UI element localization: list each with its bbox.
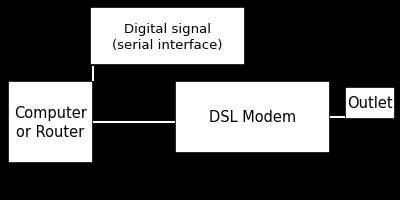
Bar xyxy=(175,82,330,153)
Bar xyxy=(8,82,93,163)
Text: Digital signal
(serial interface): Digital signal (serial interface) xyxy=(112,22,223,51)
Bar xyxy=(90,8,245,66)
Text: Outlet: Outlet xyxy=(347,96,393,111)
Bar xyxy=(345,88,395,119)
Text: DSL Modem: DSL Modem xyxy=(209,110,296,125)
Text: Computer
or Router: Computer or Router xyxy=(14,106,87,139)
